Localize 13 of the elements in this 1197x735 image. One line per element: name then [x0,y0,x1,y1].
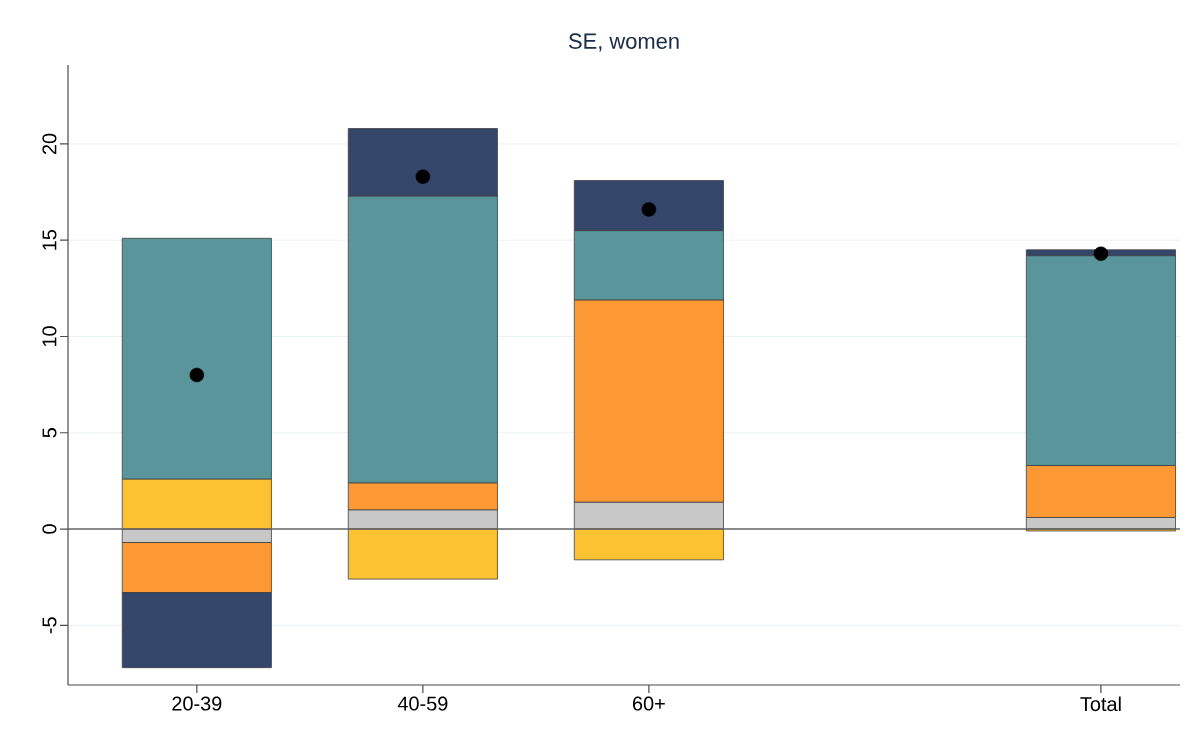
x-tick-label: Total [1080,696,1121,712]
y-tick-label: 0 [42,524,57,534]
y-tick-label: 10 [42,326,57,347]
x-tick-label: 20-39 [172,696,222,711]
bar [347,528,498,580]
chart-title: SE, women [568,33,679,52]
y-tick-label: 5 [42,428,57,438]
y-tick-label: 15 [42,229,57,250]
x-tick-label: 40-59 [397,696,448,711]
y-tick-label: -5 [42,617,57,634]
bar [573,528,724,561]
x-tick-label: 60+ [633,696,665,711]
y-tick-label: 20 [42,133,57,155]
